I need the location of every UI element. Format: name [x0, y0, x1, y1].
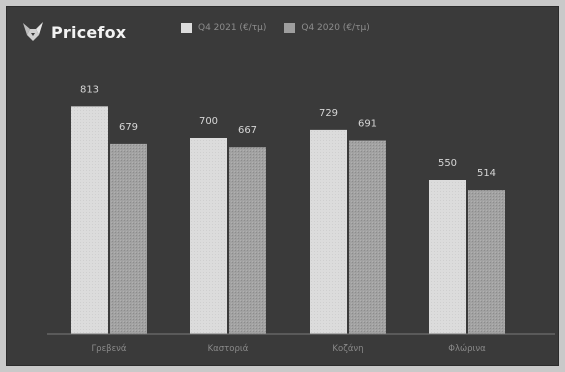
value-label-2021-3: 729	[319, 108, 338, 119]
bar-2020-2	[229, 147, 266, 334]
bar-2020-1	[110, 143, 147, 334]
legend-label-2021: Q4 2021 (€/τμ)	[198, 23, 267, 33]
bar-2021-4	[429, 180, 466, 334]
bars-layer: 813 679 Γρεβενά 700 667 Καστοριά 729 691 Κοζάνη 5…	[71, 84, 505, 354]
value-label-2020-2: 667	[238, 125, 257, 136]
value-label-2020-4: 514	[477, 168, 496, 179]
legend-item-2020: Q4 2020 (€/τμ)	[284, 23, 370, 33]
bar-2020-4	[468, 190, 505, 334]
legend-swatch-2020	[284, 23, 296, 33]
value-label-2020-1: 679	[119, 122, 138, 133]
value-label-2021-2: 700	[199, 116, 218, 127]
category-label-1: Γρεβενά	[91, 344, 126, 354]
brand-name: Pricefox	[51, 22, 127, 42]
legend-item-2021: Q4 2021 (€/τμ)	[181, 23, 266, 33]
bar-2021-1	[71, 106, 108, 334]
value-label-2021-4: 550	[438, 158, 457, 169]
chart-panel: Pricefox Q4 2021 (€/τμ) Q4 2020 (€/τμ)	[6, 6, 559, 366]
legend-swatch-2021	[181, 23, 192, 33]
category-label-2: Καστοριά	[208, 344, 249, 354]
fox-icon	[23, 22, 43, 41]
value-label-2020-3: 691	[358, 119, 377, 130]
bar-2021-3	[310, 129, 347, 334]
bar-2021-2	[190, 138, 227, 334]
bar-2020-3	[349, 140, 386, 334]
value-label-2021-1: 813	[80, 84, 99, 95]
category-label-3: Κοζάνη	[332, 344, 363, 354]
chart-legend: Q4 2021 (€/τμ) Q4 2020 (€/τμ)	[181, 23, 370, 33]
legend-label-2020: Q4 2020 (€/τμ)	[301, 23, 370, 33]
brand: Pricefox	[21, 19, 126, 45]
category-label-4: Φλώρινα	[448, 343, 486, 354]
bar-chart: 813 679 Γρεβενά 700 667 Καστοριά 729 691 Κοζάνη 5…	[47, 84, 555, 354]
